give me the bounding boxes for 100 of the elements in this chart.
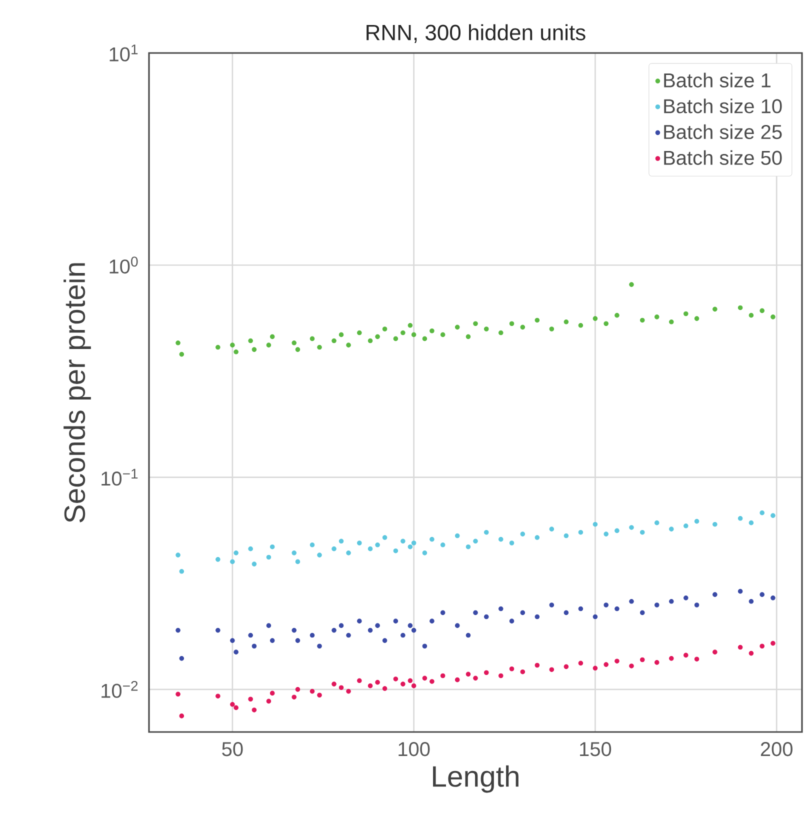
legend-label: Batch size 1: [664, 72, 770, 88]
point: [629, 598, 634, 604]
x-tick-label: 150: [580, 742, 612, 756]
point: [393, 336, 398, 342]
point: [454, 533, 460, 538]
point: [422, 550, 428, 556]
point: [368, 683, 373, 688]
point: [484, 326, 489, 332]
point: [466, 672, 471, 677]
point: [357, 618, 362, 624]
point: [357, 330, 362, 336]
point: [317, 644, 322, 649]
point: [534, 662, 540, 668]
point: [332, 682, 336, 686]
point: [668, 598, 674, 604]
point: [654, 314, 660, 320]
point: [270, 690, 275, 696]
point: [694, 316, 700, 321]
point: [770, 513, 776, 518]
point: [368, 546, 373, 552]
point: [454, 623, 460, 628]
point: [393, 548, 398, 554]
point: [614, 528, 620, 534]
point: [748, 650, 754, 656]
point: [614, 658, 620, 664]
point: [549, 526, 554, 532]
point: [234, 349, 238, 354]
point: [310, 632, 315, 638]
point: [230, 702, 235, 707]
point: [578, 606, 584, 612]
point: [411, 628, 416, 633]
point: [684, 311, 688, 316]
point: [375, 623, 380, 628]
point: [234, 550, 238, 556]
point: [694, 602, 700, 608]
point: [748, 312, 754, 318]
point: [564, 664, 569, 670]
point: [408, 678, 413, 684]
point: [176, 692, 180, 697]
y-tick-label: 10$^{0}$: [110, 256, 138, 274]
chart-title: RNN, 300 hidden units: [366, 24, 586, 43]
point: [509, 540, 514, 546]
point: [440, 673, 446, 678]
point: [292, 694, 297, 700]
point: [712, 522, 718, 527]
point: [346, 688, 351, 694]
point: [640, 610, 645, 616]
point: [393, 618, 398, 624]
point: [375, 542, 380, 548]
point: [509, 618, 514, 624]
point: [564, 320, 569, 324]
point: [654, 602, 660, 608]
point: [252, 347, 257, 352]
point: [295, 559, 300, 564]
point: [614, 606, 620, 612]
y-tick-label: 10$^{−2}$: [102, 680, 138, 698]
point: [317, 692, 322, 698]
point: [357, 540, 362, 546]
point: [578, 322, 584, 328]
point: [760, 592, 764, 597]
point: [430, 679, 434, 684]
point: [738, 305, 743, 310]
point: [310, 336, 315, 342]
point: [534, 535, 540, 540]
point: [520, 324, 526, 330]
point: [422, 676, 428, 681]
point: [266, 698, 272, 704]
point: [252, 644, 257, 649]
point: [270, 638, 275, 643]
point: [738, 516, 743, 521]
point: [216, 344, 220, 350]
point: [230, 342, 235, 348]
point: [292, 628, 297, 633]
point: [578, 660, 584, 666]
point: [357, 678, 362, 684]
point: [760, 510, 764, 516]
point: [400, 632, 406, 638]
point: [498, 536, 504, 542]
point: [422, 644, 428, 649]
point: [473, 676, 478, 681]
point: [738, 588, 743, 594]
point: [430, 618, 434, 624]
point: [748, 520, 754, 526]
point: [368, 338, 373, 344]
x-tick-label: 200: [760, 742, 792, 756]
point: [484, 614, 489, 620]
point: [592, 522, 598, 527]
point: [654, 660, 660, 665]
point: [266, 342, 272, 348]
point: [382, 535, 388, 540]
point: [466, 334, 471, 340]
point: [578, 530, 584, 535]
point: [179, 352, 184, 357]
point: [440, 542, 446, 548]
point: [640, 530, 645, 535]
point: [430, 536, 434, 542]
point: [346, 632, 351, 638]
x-tick-label: 100: [398, 742, 430, 756]
x-axis-title: Length: [433, 765, 518, 793]
point: [509, 666, 514, 672]
